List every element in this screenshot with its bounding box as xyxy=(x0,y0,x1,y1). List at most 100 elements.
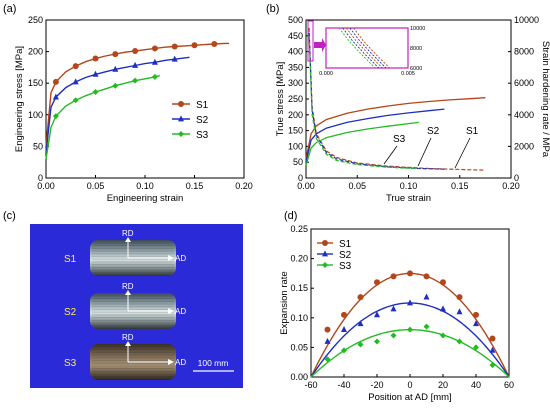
a-ytick-label: 150 xyxy=(28,78,43,88)
panel-a-letter: (a) xyxy=(3,3,16,15)
d-series-s3-point xyxy=(357,341,364,348)
a-ytick-label: 50 xyxy=(33,141,43,151)
b-inset-xtick-label: 0.000 xyxy=(319,71,333,77)
a-series-s1-point xyxy=(72,63,79,70)
d-series-s3-point xyxy=(423,323,430,330)
d-ytick-label: 0.00 xyxy=(290,372,308,382)
d-series-s2-fit xyxy=(310,302,510,378)
b-xtick-label: 0.20 xyxy=(502,181,520,191)
d-series-s3-point xyxy=(489,362,496,369)
d-series-s2-point xyxy=(473,320,479,327)
d-xtick-label: -60 xyxy=(304,380,317,390)
a-xtick-label: 0.10 xyxy=(136,181,154,191)
b-series-s2-stress xyxy=(305,108,445,163)
b-xtick-label: 0.10 xyxy=(400,181,418,191)
d-series-s1-point xyxy=(324,326,331,333)
a-ytick-label: 0 xyxy=(38,173,43,183)
c-ad-arrowhead xyxy=(168,359,174,365)
a-xtick-label: 0.00 xyxy=(37,181,55,191)
b-annotation: S2 xyxy=(427,126,440,137)
d-series-s2-point xyxy=(440,305,446,312)
a-xlabel: Engineering strain xyxy=(107,193,184,204)
d-xtick-label: 60 xyxy=(504,380,514,390)
b-ylabel: True stress [MPa] xyxy=(275,62,286,137)
d-xtick-label: 20 xyxy=(438,380,448,390)
d-ytick-label: 0.25 xyxy=(290,224,308,234)
b-series-s1-stress xyxy=(305,97,486,160)
d-series-s1-point xyxy=(341,311,347,318)
d-legend-label: S3 xyxy=(339,261,352,272)
c-rd-arrowhead xyxy=(125,341,131,346)
b-annotation: S3 xyxy=(393,134,406,145)
d-series-s1-point xyxy=(440,279,446,286)
b-zoom-arrow xyxy=(314,38,326,52)
a-series-s3-point xyxy=(92,89,99,96)
a-series-s2-point xyxy=(112,65,119,72)
b-annotation-arrow xyxy=(454,137,471,169)
b-ytick-label: 350 xyxy=(288,62,303,72)
panel-b-chart: 0.00 0.05 0.10 0.15 0.2005010015020025030035… xyxy=(275,15,550,204)
d-series-s1-point xyxy=(423,273,430,280)
a-series-s1-point xyxy=(211,41,218,48)
c-sample-label: S3 xyxy=(64,358,77,369)
d-series-s2-point xyxy=(407,299,413,306)
d-ytick-label: 0.15 xyxy=(290,283,308,293)
d-ytick-label: 0.05 xyxy=(290,342,308,352)
a-legend-marker xyxy=(178,115,184,122)
a-series-s3-point xyxy=(151,73,158,80)
a-series-s1-point xyxy=(132,47,139,54)
d-series-s3-point xyxy=(341,347,347,354)
panel-d-chart: -60 -40 -20 0 20 40 60 0.00 0.05 0.10 0.15 0.20 0.25… xyxy=(279,224,514,403)
d-series-s2-point xyxy=(423,293,430,300)
d-series-s2-point xyxy=(456,308,463,315)
a-series-s2-point xyxy=(151,58,158,65)
b-y2tick-label: 2000 xyxy=(514,141,534,151)
b-series-s3-stress xyxy=(305,121,419,166)
d-series-s2-point xyxy=(390,305,397,312)
b-annotation-arrow xyxy=(383,145,398,165)
a-xtick-label: 0.05 xyxy=(87,181,105,191)
a-series-s3-point xyxy=(112,82,119,89)
b-ytick-label: 500 xyxy=(288,15,303,25)
c-rd-arrowhead xyxy=(125,290,131,295)
a-xtick-label: 0.20 xyxy=(235,181,253,191)
b-inset-curve xyxy=(338,27,376,69)
b-y2tick-label: 8000 xyxy=(514,47,534,57)
b-ytick-label: 200 xyxy=(288,110,303,120)
a-series-s2-point xyxy=(52,93,59,100)
a-series-s3-point xyxy=(52,113,59,120)
c-sample-label: S2 xyxy=(64,307,77,318)
b-ytick-label: 300 xyxy=(288,78,303,88)
b-y2tick-label: 0 xyxy=(514,173,519,183)
b-annotation: S1 xyxy=(466,126,479,137)
d-xtick-label: 40 xyxy=(471,380,481,390)
b-inset-ytick-label: 8000 xyxy=(410,46,422,52)
a-series-s3-line xyxy=(45,74,160,160)
b-inset-curve xyxy=(345,27,383,69)
d-ytick-label: 0.10 xyxy=(290,313,308,323)
a-series-s3-point xyxy=(132,77,139,84)
d-series-s3-point xyxy=(390,332,397,339)
b-ytick-label: 100 xyxy=(288,141,303,151)
c-ad-label: AD xyxy=(175,358,186,367)
b-inset-ytick-label: 10000 xyxy=(410,26,425,32)
b-xtick-label: 0.15 xyxy=(451,181,469,191)
b-ytick-label: 0 xyxy=(298,173,303,183)
a-series-s1-point xyxy=(191,42,198,49)
d-xlabel: Position at AD [mm] xyxy=(368,392,451,403)
d-series-s2-point xyxy=(324,337,331,344)
a-series-s1-point xyxy=(171,43,178,50)
d-series-s3-point xyxy=(456,338,463,345)
b-inset-curve xyxy=(349,27,387,69)
a-series-s2-point xyxy=(171,55,178,62)
b-inset-xtick-label: 0.005 xyxy=(401,71,415,77)
d-series-s1-point xyxy=(374,279,380,286)
c-rd-label: RD xyxy=(122,333,134,342)
panel-d-letter: (d) xyxy=(284,210,297,222)
a-series-s3-point xyxy=(72,97,79,104)
d-series-s2-point xyxy=(489,346,496,353)
c-ad-label: AD xyxy=(175,307,186,316)
b-zoom-box xyxy=(307,20,314,62)
a-ytick-label: 200 xyxy=(28,47,43,57)
a-ytick-label: 250 xyxy=(28,15,43,25)
